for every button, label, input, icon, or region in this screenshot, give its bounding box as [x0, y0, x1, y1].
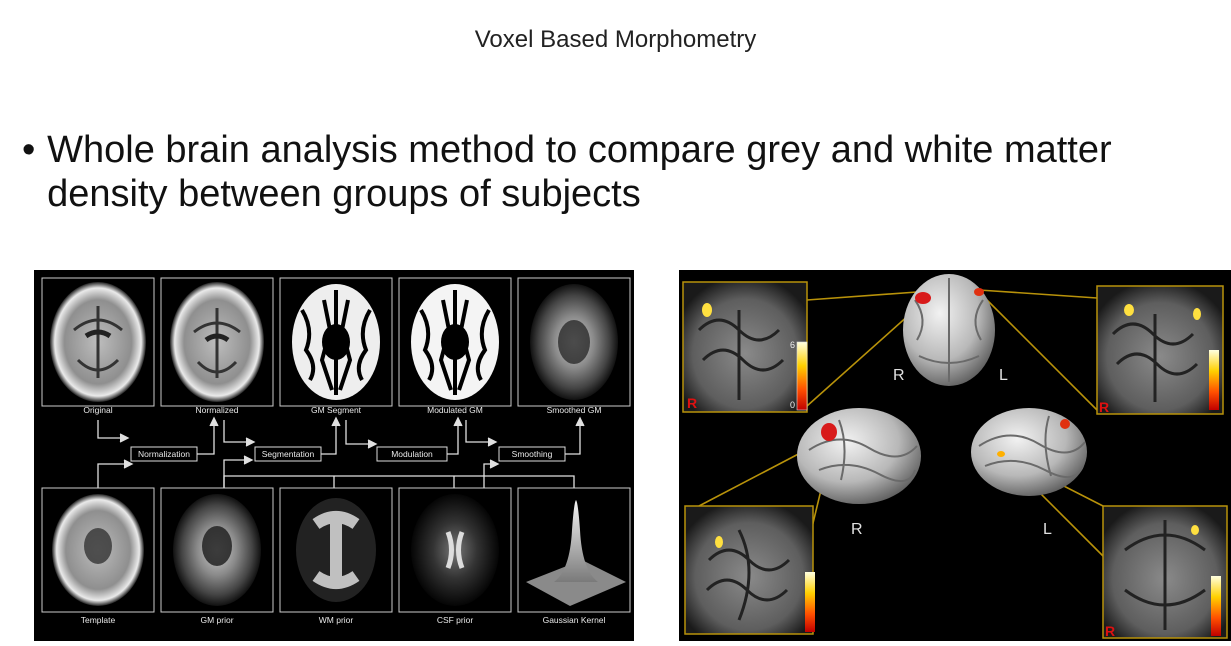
csf-prior-image — [411, 494, 499, 606]
bottom-row-panels — [41, 487, 631, 613]
caption-original: Original — [83, 405, 112, 415]
modulated-gm-image — [411, 284, 499, 400]
smoothed-gm-image — [530, 284, 618, 400]
original-brain-image — [50, 282, 146, 402]
wm-prior-image — [296, 498, 376, 602]
scale-max: 6 — [790, 340, 795, 350]
slice-bottom-right: R — [1102, 505, 1228, 639]
brain-3d-left-lateral: L — [971, 408, 1087, 538]
caption-gaussian-kernel: Gaussian Kernel — [543, 615, 606, 625]
svg-text:Modulation: Modulation — [391, 449, 433, 459]
slice-bottom-left — [684, 505, 815, 635]
caption-smoothed-gm: Smoothed GM — [547, 405, 602, 415]
svg-text:Normalization: Normalization — [138, 449, 190, 459]
bullet-text: Whole brain analysis method to compare g… — [47, 129, 1112, 215]
label-r-top: R — [893, 367, 905, 384]
label-l-top: L — [999, 367, 1008, 384]
step-segmentation: Segmentation — [254, 446, 322, 462]
vbm-pipeline-figure: Original Normalized GM Segment Modulated… — [34, 270, 634, 641]
bullet-dot: • — [22, 129, 36, 171]
caption-normalized: Normalized — [196, 405, 239, 415]
caption-gm-prior: GM prior — [200, 615, 233, 625]
pipeline-diagram: Original Normalized GM Segment Modulated… — [41, 277, 631, 625]
caption-modulated-gm: Modulated GM — [427, 405, 483, 415]
top-row-panels — [41, 277, 631, 407]
caption-template: Template — [81, 615, 116, 625]
brain-3d-rear: R L — [893, 274, 1008, 386]
gm-segment-image — [292, 284, 380, 400]
label-r-middle: R — [851, 521, 863, 538]
step-modulation: Modulation — [376, 446, 448, 462]
template-image — [52, 494, 144, 606]
caption-wm-prior: WM prior — [319, 615, 354, 625]
normalized-brain-image — [170, 282, 264, 402]
step-smoothing: Smoothing — [498, 446, 566, 462]
color-scale: 6 0 — [790, 340, 808, 411]
slice-top-right: R — [1096, 285, 1224, 415]
step-normalization: Normalization — [130, 446, 198, 462]
slice-top-left: R — [682, 281, 808, 413]
bullet-item: • Whole brain analysis method to compare… — [22, 128, 1212, 216]
label-l-middle: L — [1043, 521, 1052, 538]
scale-min: 0 — [790, 400, 795, 410]
brain-3d-right-lateral: R — [797, 408, 921, 538]
caption-csf-prior: CSF prior — [437, 615, 474, 625]
svg-text:R: R — [1105, 623, 1115, 639]
svg-text:R: R — [1099, 399, 1109, 415]
flow-arrows — [97, 416, 585, 488]
svg-text:R: R — [687, 395, 697, 411]
gm-prior-image — [173, 494, 261, 606]
svg-text:Segmentation: Segmentation — [262, 449, 315, 459]
caption-gm-segment: GM Segment — [311, 405, 362, 415]
svg-text:Smoothing: Smoothing — [512, 449, 553, 459]
gaussian-kernel-image — [526, 500, 626, 606]
slide-title: Voxel Based Morphometry — [474, 26, 757, 53]
vbm-results-figure: R 6 0 R R L — [679, 270, 1231, 641]
results-diagram: R 6 0 R R L — [682, 274, 1228, 639]
